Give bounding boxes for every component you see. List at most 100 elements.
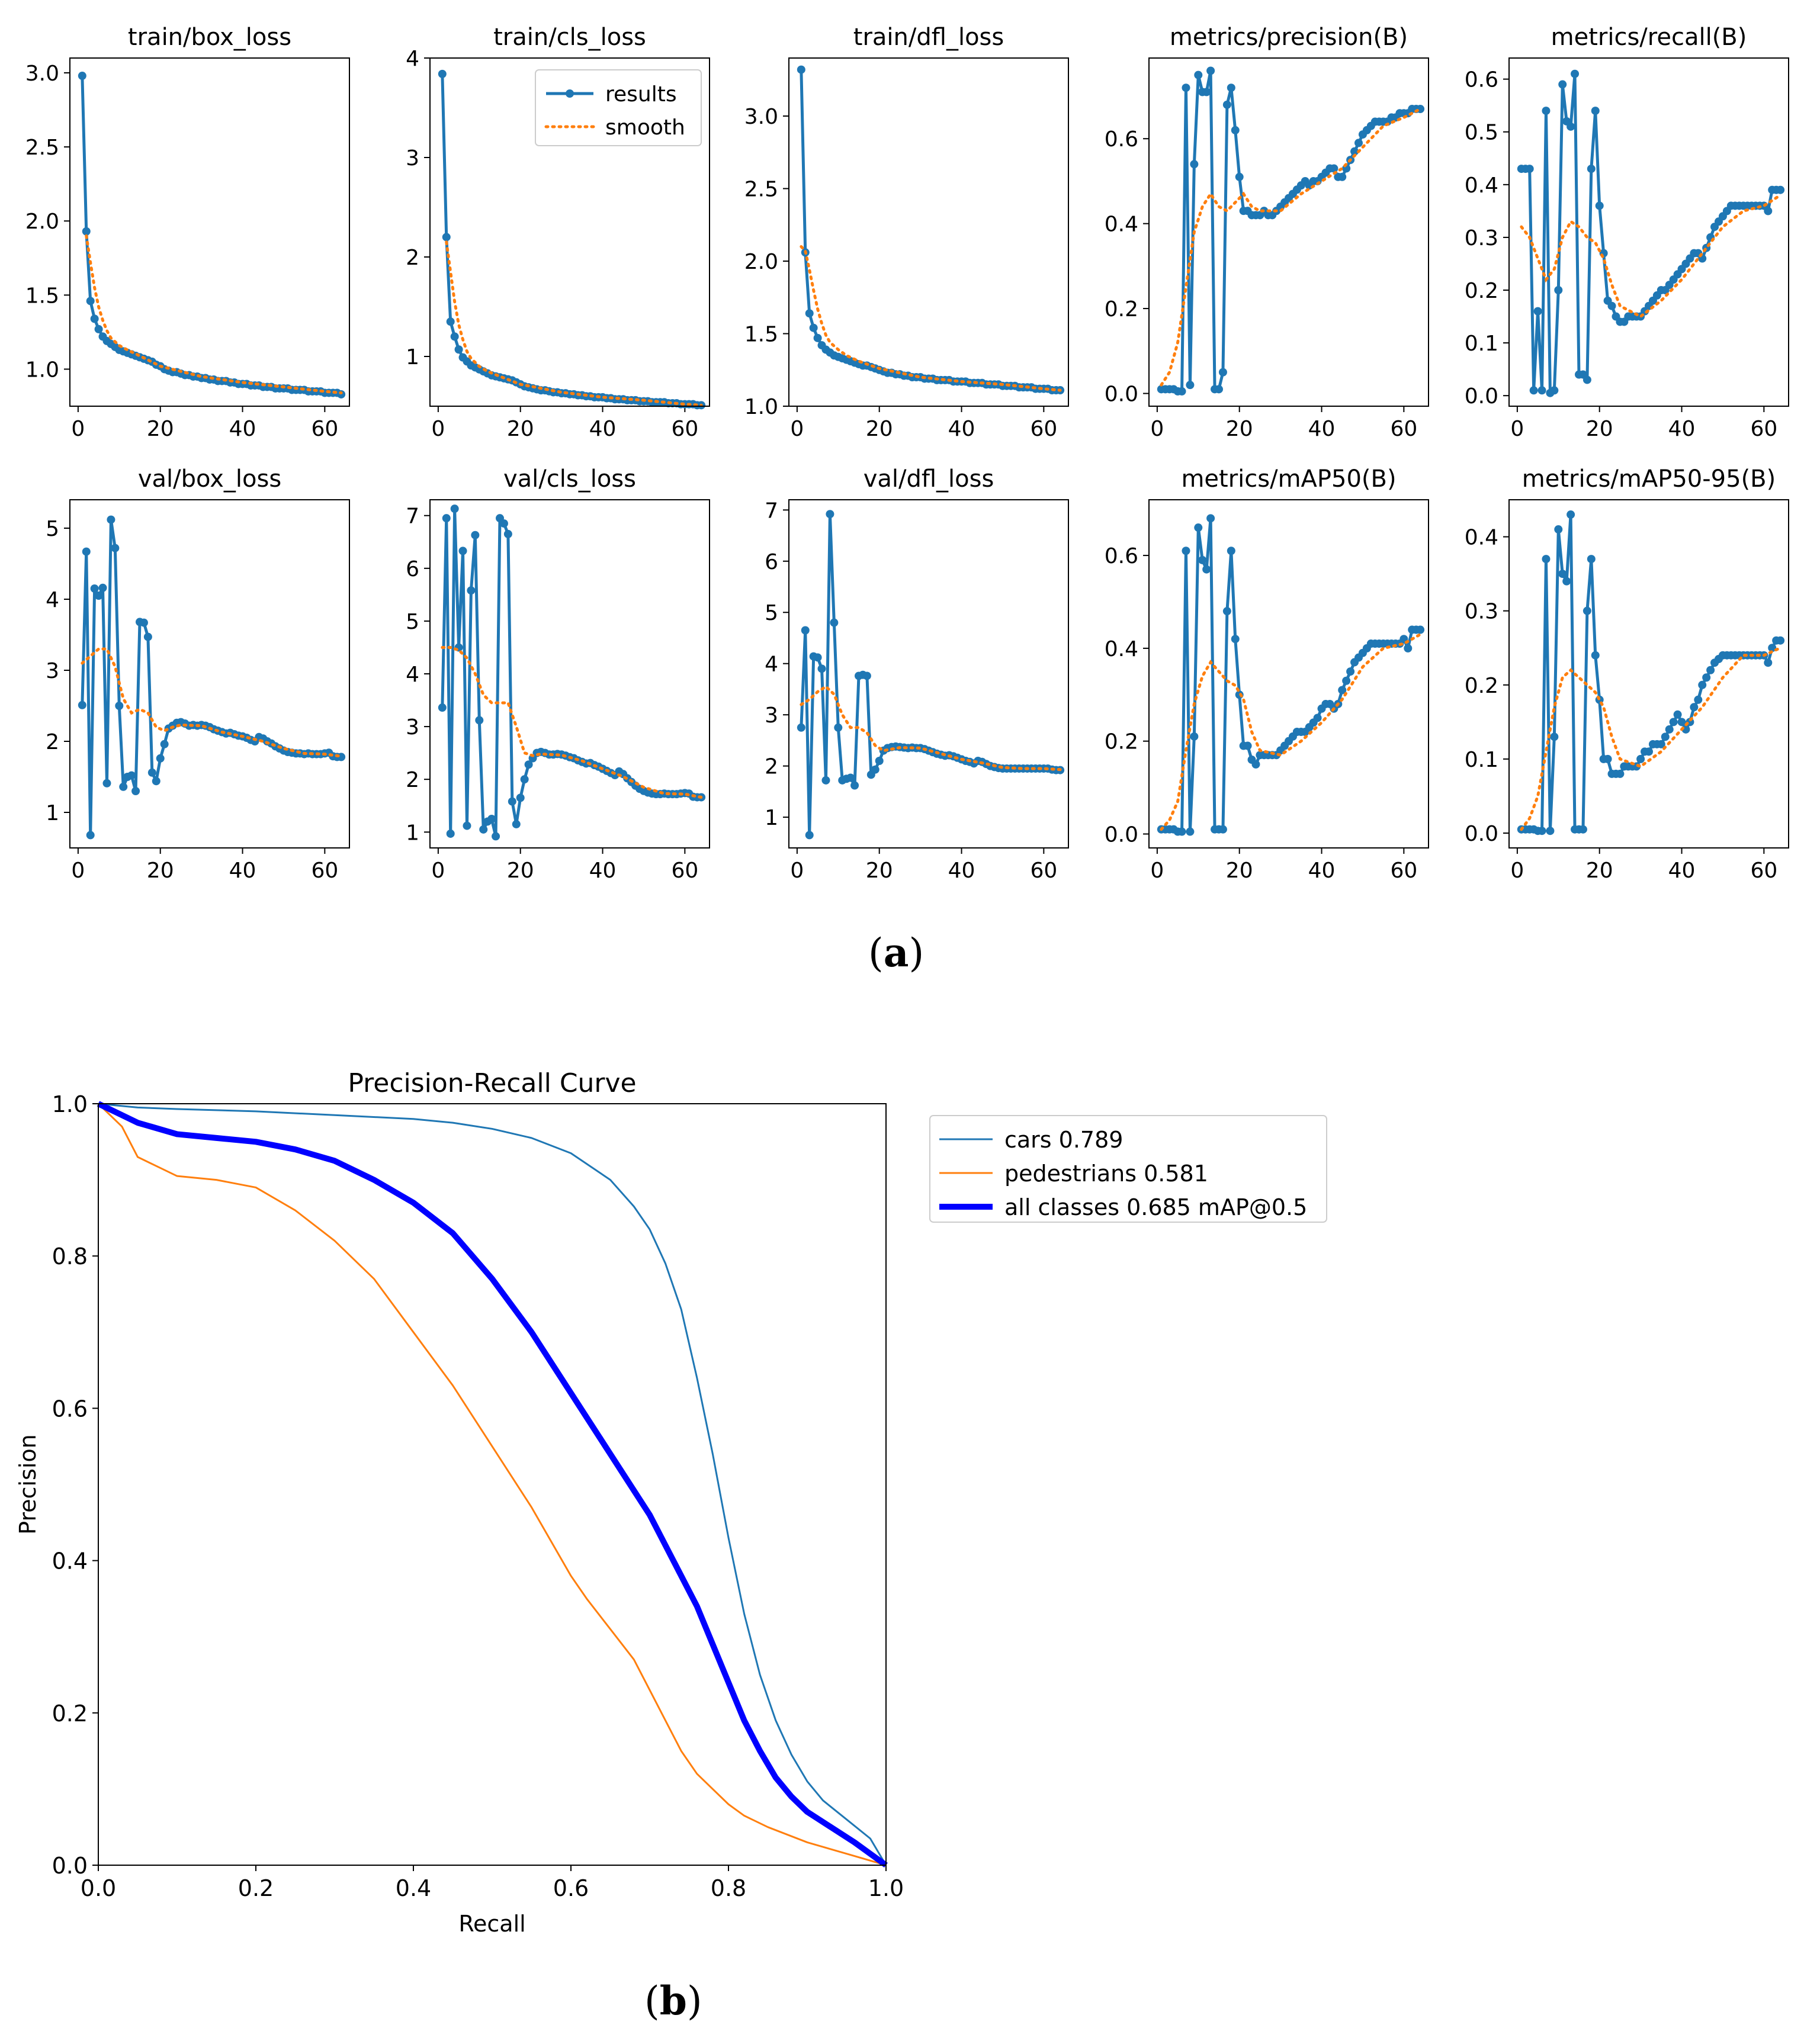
plot-frame xyxy=(429,499,710,849)
results-point xyxy=(1182,547,1190,555)
results-point xyxy=(1338,686,1347,695)
panel-title: metrics/mAP50(B) xyxy=(1181,465,1396,493)
y-tick-label: 5 xyxy=(406,610,419,634)
results-point xyxy=(1776,636,1785,645)
results-point xyxy=(1546,827,1555,835)
results-point xyxy=(834,723,843,732)
y-tick-label: 2 xyxy=(46,730,59,754)
results-point xyxy=(1202,88,1211,97)
pr-title: Precision-Recall Curve xyxy=(348,1068,636,1098)
smooth-line xyxy=(1160,107,1422,387)
panel-train-box-loss: train/box_loss 1.0 1.5 2.0 2.5 3.0 0 20 40 60 xyxy=(25,24,350,441)
results-point xyxy=(94,592,103,600)
y-tick-label: 6 xyxy=(406,557,419,581)
panel-val-cls-loss: val/cls_loss 1 2 3 4 5 6 7 0 20 40 60 xyxy=(406,465,710,883)
results-point xyxy=(139,618,148,627)
results-point xyxy=(1186,827,1195,836)
results-point xyxy=(1587,555,1596,564)
results-point xyxy=(438,703,447,712)
legend-label: pedestrians 0.581 xyxy=(1004,1161,1208,1187)
plot-frame xyxy=(1148,499,1429,849)
y-tick-label: 5 xyxy=(46,517,59,541)
results-point xyxy=(1342,676,1351,685)
y-tick-label: 3 xyxy=(765,703,778,728)
results-line xyxy=(441,507,702,838)
results-point xyxy=(1190,160,1199,169)
results-point xyxy=(1690,703,1699,712)
results-point xyxy=(1677,718,1686,727)
results-point xyxy=(1587,165,1596,173)
y-tick-label: 0.4 xyxy=(1465,173,1498,198)
y-tick-label: 0.4 xyxy=(52,1548,88,1574)
results-line xyxy=(800,512,1061,837)
results-point xyxy=(127,771,136,780)
y-tick-label: 0.6 xyxy=(1105,127,1138,152)
results-point xyxy=(809,323,818,332)
results-point xyxy=(1542,555,1551,564)
panel-metrics-precision-b: metrics/precision(B) 0.0 0.2 0.4 0.6 0 20 40 60 xyxy=(1105,24,1429,441)
results-point xyxy=(1669,718,1678,727)
results-line xyxy=(800,69,1061,392)
x-tick-label: 0.2 xyxy=(238,1875,274,1901)
y-tick-label: 4 xyxy=(46,588,59,612)
results-point xyxy=(516,793,525,802)
panel-title: val/box_loss xyxy=(138,465,281,493)
results-point xyxy=(1202,565,1211,574)
caption-a: (a) xyxy=(868,930,925,976)
results-point xyxy=(86,297,95,306)
y-tick-label: 0.3 xyxy=(1465,600,1498,624)
x-tick-label: 0 xyxy=(71,859,85,883)
results-point xyxy=(1350,147,1359,156)
results-point xyxy=(1354,139,1363,147)
x-tick-label: 20 xyxy=(147,859,174,883)
y-tick-label: 1.0 xyxy=(25,358,59,382)
x-tick-label: 20 xyxy=(507,417,534,441)
results-point xyxy=(1231,126,1240,134)
x-tick-label: 40 xyxy=(948,417,975,441)
x-tick-label: 60 xyxy=(1750,859,1777,883)
y-tick-label: 3 xyxy=(406,715,419,740)
results-point xyxy=(1665,725,1674,734)
y-tick-label: 4 xyxy=(406,663,419,687)
results-point xyxy=(156,754,165,763)
results-point xyxy=(797,65,805,74)
x-tick-label: 0.4 xyxy=(396,1875,431,1901)
results-point xyxy=(797,723,805,732)
y-tick-label: 0.0 xyxy=(1465,384,1498,409)
panel-title: train/box_loss xyxy=(128,24,291,51)
y-tick-label: 0.0 xyxy=(1105,822,1138,847)
y-tick-label: 2.5 xyxy=(25,136,59,160)
results-point xyxy=(1182,83,1190,92)
results-line xyxy=(1521,513,1781,833)
panel-metrics-map50-b: metrics/mAP50(B) 0.0 0.2 0.4 0.6 0 20 40 60 xyxy=(1105,465,1429,883)
results-point xyxy=(1661,732,1670,741)
y-tick-label: 7 xyxy=(765,499,778,523)
results-point xyxy=(1227,83,1235,92)
x-tick-label: 0.0 xyxy=(81,1875,116,1901)
smooth-line xyxy=(800,245,1062,392)
x-tick-label: 40 xyxy=(1668,417,1696,441)
results-point xyxy=(1550,732,1559,741)
x-tick-label: 20 xyxy=(1226,417,1253,441)
results-point xyxy=(1243,741,1252,750)
x-tick-label: 60 xyxy=(1390,859,1417,883)
results-point xyxy=(82,547,91,556)
panel-title: train/cls_loss xyxy=(493,24,646,51)
results-point xyxy=(1636,754,1645,763)
results-point xyxy=(1198,555,1207,564)
results-point xyxy=(1578,825,1587,834)
pr-series-all-classes-0-685-map-0-5 xyxy=(97,1101,888,1868)
results-point xyxy=(160,740,169,748)
y-tick-label: 3.0 xyxy=(744,105,778,129)
x-tick-label: 20 xyxy=(147,417,174,441)
results-point xyxy=(1764,658,1773,667)
pr-series-cars-0-789 xyxy=(98,1103,887,1866)
pr-chart: Precision-Recall Curve 0.0 0.2 0.4 0.6 0.8 1.0… xyxy=(15,1068,1327,1937)
y-tick-label: 2 xyxy=(765,755,778,779)
y-tick-label: 0.3 xyxy=(1465,226,1498,250)
y-tick-label: 1.0 xyxy=(52,1091,88,1117)
caption-b: (b) xyxy=(644,1978,702,2024)
plot-frame xyxy=(1148,57,1429,407)
results-point xyxy=(1591,651,1600,660)
